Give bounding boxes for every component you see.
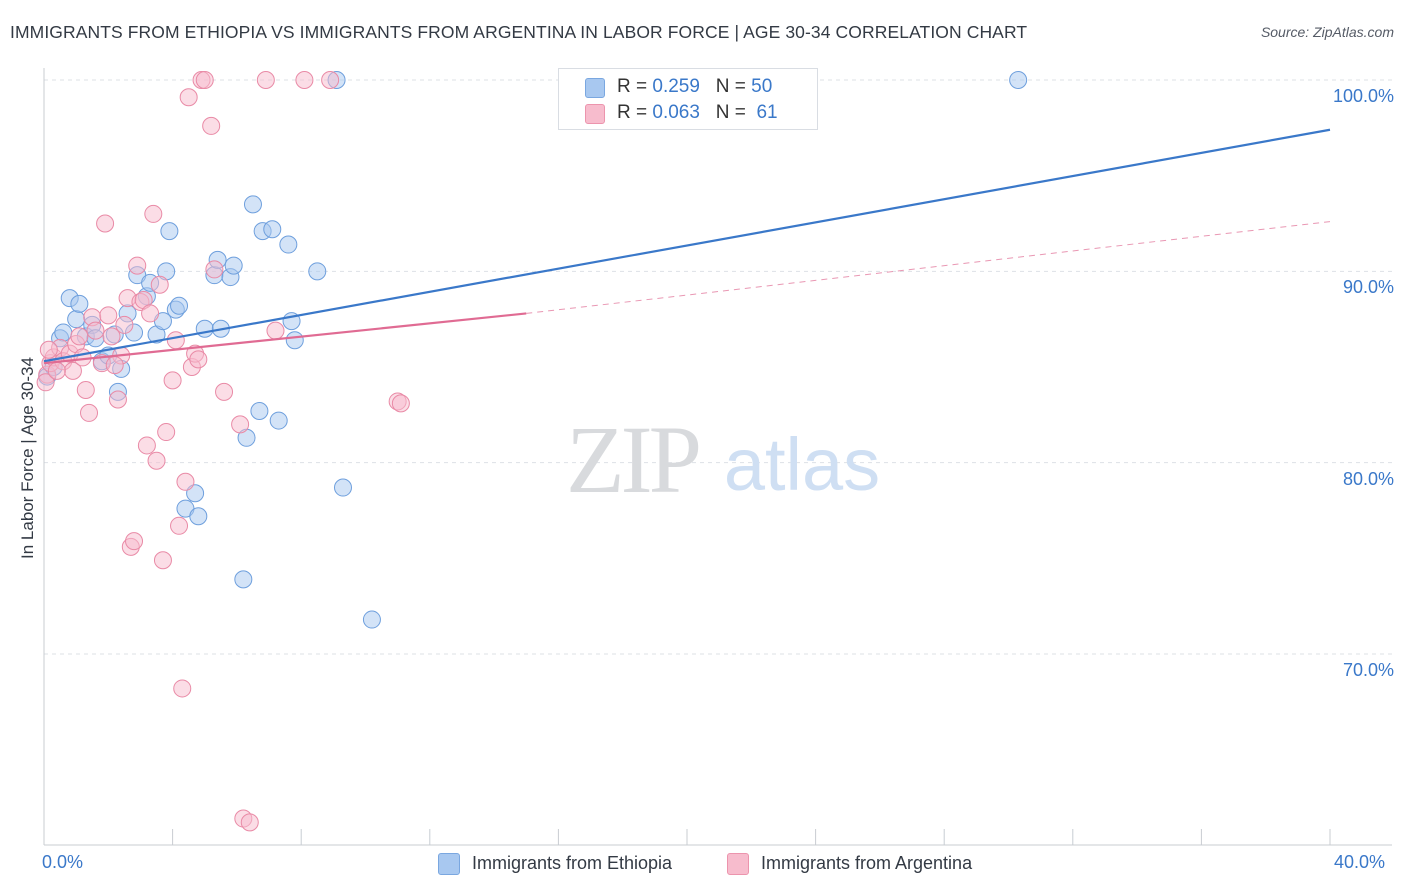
- argentina-point: [153, 551, 172, 570]
- argentina-point: [147, 451, 166, 470]
- source-label: Source: ZipAtlas.com: [1260, 24, 1394, 40]
- ethiopia-point: [160, 222, 179, 241]
- ethiopia-point: [279, 235, 298, 254]
- n-value: 50: [751, 76, 773, 97]
- argentina-point: [205, 260, 224, 279]
- axes: [43, 68, 1392, 846]
- argentina-trend-extension: [526, 221, 1331, 314]
- y-tick-label: 90.0%: [1342, 277, 1394, 298]
- ethiopia-point: [243, 195, 262, 214]
- argentina-point: [231, 415, 250, 434]
- argentina-point: [266, 321, 285, 340]
- watermark-zip: ZIP: [566, 406, 699, 513]
- ethiopia-point: [333, 478, 352, 497]
- ethiopia-point: [170, 296, 189, 315]
- argentina-point: [295, 71, 314, 89]
- argentina-point: [80, 403, 99, 422]
- ethiopia-point: [269, 411, 288, 430]
- y-tick-label: 80.0%: [1342, 468, 1394, 489]
- ethiopia-point: [308, 262, 327, 281]
- ethiopia-point: [189, 507, 208, 526]
- argentina-point: [36, 373, 55, 392]
- argentina-point: [256, 71, 275, 89]
- r-label: R =: [617, 76, 648, 97]
- argentina-point: [73, 348, 92, 367]
- argentina-point: [166, 331, 185, 350]
- n-label: N =: [715, 102, 746, 123]
- argentina-point: [86, 321, 105, 340]
- ethiopia-point: [234, 570, 253, 589]
- argentina-point: [141, 304, 160, 323]
- ethiopia-point: [70, 294, 89, 313]
- stats-legend: R = 0.259 N = 50 R = 0.063 N = 61: [558, 68, 818, 130]
- argentina-point: [125, 532, 144, 551]
- argentina-point: [99, 306, 118, 325]
- argentina-swatch: [585, 104, 605, 124]
- ethiopia-trend-line: [43, 128, 1331, 363]
- grid-lines: [44, 79, 1392, 655]
- n-label: N =: [715, 76, 746, 97]
- argentina-point: [115, 315, 134, 334]
- argentina-point: [137, 436, 156, 455]
- argentina-point: [102, 327, 121, 346]
- ethiopia-swatch: [585, 78, 605, 98]
- ethiopia-point: [1009, 71, 1028, 89]
- argentina-point: [150, 275, 169, 294]
- chart-title: IMMIGRANTS FROM ETHIOPIA VS IMMIGRANTS F…: [10, 22, 1028, 42]
- n-value: 61: [756, 102, 778, 123]
- argentina-point: [176, 472, 195, 491]
- argentina-point: [108, 390, 127, 409]
- ethiopia-point: [250, 402, 269, 421]
- r-value: 0.259: [652, 76, 700, 97]
- argentina-point: [163, 371, 182, 390]
- argentina-point: [70, 327, 89, 346]
- ethiopia-point: [285, 331, 304, 350]
- argentina-point: [240, 813, 259, 832]
- argentina-point: [202, 116, 221, 135]
- argentina-point: [321, 71, 340, 89]
- argentina-point: [391, 394, 410, 413]
- argentina-point: [39, 340, 58, 359]
- argentina-point: [128, 256, 147, 275]
- y-tick-label: 100.0%: [1332, 86, 1394, 106]
- argentina-point: [157, 423, 176, 442]
- argentina-point: [195, 71, 214, 89]
- argentina-point: [96, 214, 115, 233]
- argentina-point: [170, 516, 189, 535]
- ethiopia-point: [67, 310, 86, 329]
- ethiopia-legend-swatch: [438, 853, 460, 875]
- x-tick-min: 0.0%: [42, 852, 84, 872]
- argentina-point: [144, 204, 163, 223]
- x-tick-max: 40.0%: [1334, 852, 1386, 872]
- argentina-point: [189, 350, 208, 369]
- y-tick-label: 70.0%: [1342, 660, 1394, 680]
- argentina-point: [76, 380, 95, 399]
- watermark: ZIP atlas: [566, 406, 880, 513]
- r-label: R =: [617, 102, 648, 123]
- argentina-point: [179, 88, 198, 107]
- argentina-point: [173, 679, 192, 698]
- argentina-legend-swatch: [727, 853, 749, 875]
- argentina-point: [105, 356, 124, 375]
- trend-lines: [43, 128, 1331, 365]
- ethiopia-point: [186, 484, 205, 503]
- ethiopia-point: [263, 220, 282, 239]
- legend-label: Immigrants from Argentina: [761, 853, 973, 873]
- r-value: 0.063: [652, 102, 700, 123]
- ethiopia-point: [362, 610, 381, 629]
- ethiopia-point: [224, 256, 243, 275]
- argentina-point: [47, 361, 66, 380]
- ethiopia-point: [195, 319, 214, 338]
- argentina-point: [215, 382, 234, 401]
- watermark-atlas: atlas: [724, 423, 880, 506]
- argentina-trend-line: [43, 312, 527, 365]
- legend-label: Immigrants from Ethiopia: [472, 853, 673, 873]
